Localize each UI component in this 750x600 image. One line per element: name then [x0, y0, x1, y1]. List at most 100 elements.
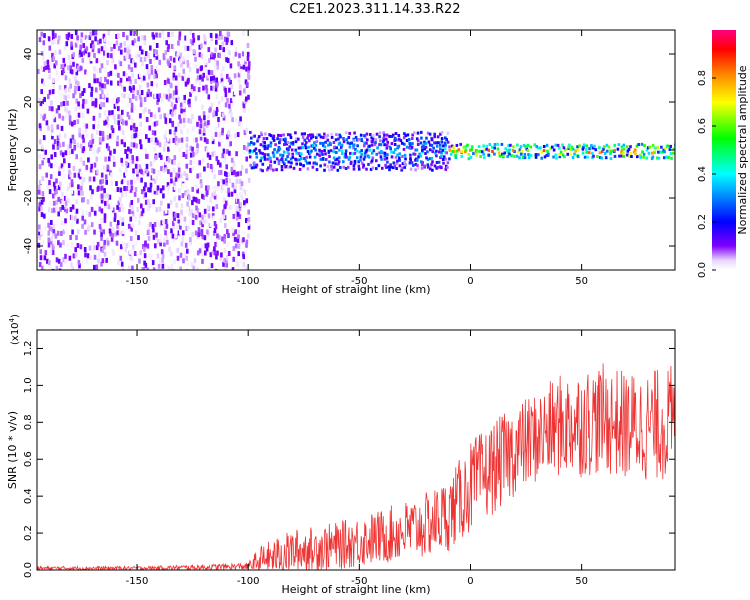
heatmap-cell [72, 93, 75, 99]
heatmap-cell [126, 180, 130, 186]
heatmap-cell [139, 57, 143, 62]
heatmap-cell [622, 147, 626, 151]
heatmap-cell [81, 210, 85, 216]
heatmap-cell [116, 135, 119, 141]
heatmap-cell [110, 125, 114, 131]
heatmap-cell [96, 78, 99, 84]
heatmap-cell [319, 135, 323, 139]
heatmap-cell [226, 73, 229, 79]
heatmap-cell [146, 171, 150, 177]
heatmap-cell [263, 155, 266, 159]
heatmap-cell [235, 178, 239, 184]
heatmap-cell [78, 127, 81, 133]
heatmap-cell [245, 156, 248, 162]
heatmap-cell [123, 172, 126, 178]
snr-ylabel: SNR (10 * v/v) [6, 411, 19, 489]
heatmap-cell [235, 60, 238, 66]
heatmap-cell [442, 161, 445, 165]
heatmap-cell [74, 216, 77, 221]
heatmap-cell [120, 84, 124, 90]
heatmap-cell [75, 235, 78, 241]
heatmap-cell [61, 204, 64, 210]
heatmap-cell [269, 134, 273, 138]
heatmap-cell [306, 161, 309, 165]
heatmap-cell [103, 217, 107, 223]
heatmap-cell [207, 69, 211, 75]
heatmap-cell [199, 74, 202, 80]
heatmap-cell [151, 139, 155, 145]
heatmap-cell [440, 166, 443, 170]
heatmap-cell [77, 101, 80, 107]
heatmap-cell [233, 188, 237, 194]
heatmap-cell [50, 220, 53, 225]
heatmap-cell [115, 34, 118, 39]
heatmap-cell [78, 168, 82, 174]
heatmap-cell [403, 153, 407, 157]
heatmap-cell [143, 56, 147, 62]
heatmap-cell [626, 153, 629, 157]
heatmap-cell [272, 155, 276, 159]
heatmap-cell [307, 145, 310, 149]
heatmap-cell [415, 137, 419, 141]
heatmap-cell [273, 148, 276, 152]
heatmap-cell [40, 31, 43, 37]
heatmap-cell [110, 180, 114, 186]
heatmap-cell [313, 146, 316, 150]
heatmap-cell [420, 130, 423, 134]
heatmap-cell [158, 32, 162, 38]
heatmap-cell [428, 132, 432, 136]
heatmap-cell [189, 160, 193, 165]
heatmap-cell [97, 123, 100, 129]
colorbar-ticks: 0.00.20.40.60.8 [697, 70, 716, 278]
heatmap-cell [166, 47, 170, 52]
heatmap-cell [81, 134, 85, 140]
heatmap-cell [592, 154, 595, 158]
heatmap-cell [420, 163, 424, 167]
heatmap-cell [132, 93, 135, 99]
heatmap-cell [408, 161, 412, 165]
heatmap-cell [646, 146, 650, 150]
heatmap-cell [107, 204, 111, 210]
heatmap-cell [96, 129, 99, 135]
heatmap-cell [182, 230, 185, 236]
heatmap-cell [153, 74, 156, 80]
heatmap-cell [132, 88, 135, 94]
heatmap-cell [126, 162, 130, 168]
heatmap-cell [110, 42, 114, 47]
heatmap-cell [189, 167, 192, 173]
heatmap-cell [189, 237, 192, 243]
heatmap-cell [49, 61, 53, 67]
heatmap-cell [45, 172, 48, 178]
heatmap-cell [155, 32, 158, 38]
heatmap-cell [130, 102, 134, 108]
heatmap-cell [90, 91, 93, 97]
heatmap-cell [364, 150, 368, 154]
heatmap-cell [197, 61, 200, 67]
heatmap-cell [146, 243, 150, 249]
heatmap-cell [127, 93, 130, 99]
heatmap-cell [146, 82, 150, 88]
heatmap-cell [620, 148, 624, 152]
heatmap-cell [76, 46, 79, 52]
heatmap-cell [138, 258, 141, 264]
heatmap-cell [627, 148, 631, 151]
heatmap-cell [272, 138, 276, 142]
heatmap-cell [313, 161, 317, 165]
heatmap-cell [89, 31, 93, 37]
heatmap-cell [343, 155, 347, 159]
heatmap-cell [91, 97, 94, 102]
colorbar-label: Normalized spectral amplitude [736, 65, 749, 234]
heatmap-cell [129, 148, 133, 154]
heatmap-cell [69, 60, 72, 66]
heatmap-cell [407, 138, 411, 142]
heatmap-cell [310, 149, 313, 153]
heatmap-cell [431, 160, 434, 164]
heatmap-cell [177, 40, 180, 46]
heatmap-cell [230, 84, 234, 90]
heatmap-cell [348, 131, 351, 135]
heatmap-cell [149, 229, 153, 235]
heatmap-cell [175, 97, 178, 103]
heatmap-cell [41, 191, 45, 197]
heatmap-cell [636, 155, 639, 159]
heatmap-cell [147, 137, 151, 143]
